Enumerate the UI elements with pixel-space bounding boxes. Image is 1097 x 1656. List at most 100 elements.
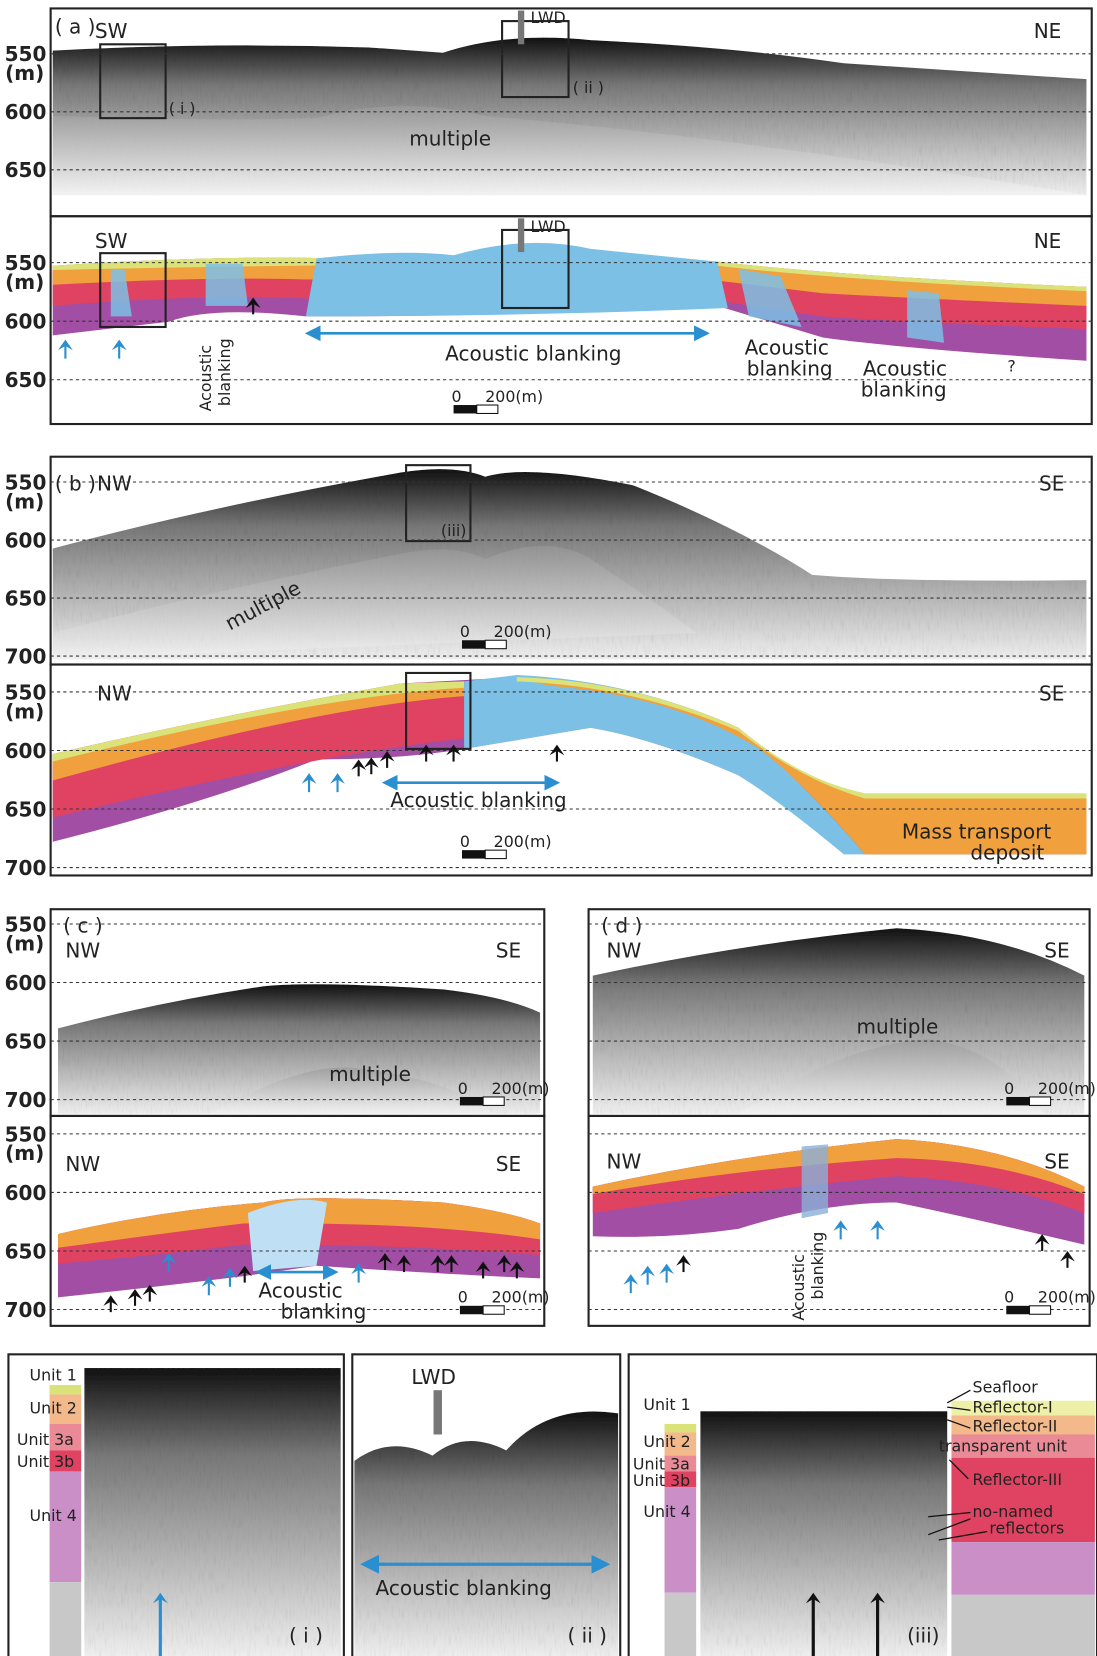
reflector-label: transparent unit [939,1436,1067,1455]
scale-label: 200(m) [1038,1079,1096,1098]
arrow [1035,1234,1050,1251]
annotation: blanking [215,338,234,406]
scale-label: 0 [1004,1288,1014,1307]
seismic-image [700,1411,947,1656]
annotation: blanking [808,1232,827,1300]
arrow [623,1274,638,1293]
direction-label: SE [1044,939,1069,963]
annotation: Acoustic [196,345,215,411]
depth-tick-label: 600 [5,100,47,124]
depth-unit: (m) [5,270,44,294]
blanking-zone [802,1144,828,1218]
blanking-zone [306,243,728,317]
arrow [58,340,73,359]
scale-label: 0 [460,622,470,641]
scale-label: 0 [458,1288,468,1307]
scale-bar [1029,1097,1050,1105]
lwd-label: LWD [531,217,566,236]
panel-label: ( a ) [55,15,96,39]
reflector-label: Reflector-III [973,1470,1062,1489]
annotation: deposit [970,841,1044,865]
scale-bar [460,1306,483,1314]
reflector-label: Reflector-II [973,1416,1058,1435]
panel-label: ( c ) [63,913,102,937]
direction-label: NW [607,939,642,963]
depth-tick-label: 600 [5,1181,47,1205]
depth-tick-label: 650 [5,1239,47,1263]
direction-label: NE [1034,229,1062,253]
unit-label: Unit 3b [17,1452,74,1471]
depth-tick-label: 700 [5,1088,47,1112]
unit-label: Unit 2 [643,1432,690,1451]
arrow [870,1220,885,1239]
lwd-label: LWD [411,1365,456,1389]
panel-label: ( i ) [289,1623,323,1647]
scale-label: 0 [458,1079,468,1098]
panel-label: ( ii ) [567,1623,607,1647]
arrow [659,1264,674,1283]
multiple-label: multiple [409,127,491,151]
direction-label: SW [95,229,128,253]
direction-label: NW [97,681,132,705]
scale-label: 200(m) [492,1288,550,1307]
depth-tick-label: 650 [5,368,47,392]
scale-label: 200(m) [494,622,552,641]
unit-label: Unit 2 [30,1398,77,1417]
scale-bar [1006,1306,1029,1314]
depth-tick-label: 650 [5,1029,47,1053]
direction-label: NE [1034,19,1062,43]
scale-bar [483,1097,504,1105]
scale-bar [454,405,477,413]
arrow [364,757,379,774]
scale-label: 200(m) [494,832,552,851]
depth-unit: (m) [5,931,44,955]
scale-label: 0 [451,387,461,406]
annotation: Acoustic blanking [376,1576,552,1600]
arrow [330,773,345,792]
arrow [128,1289,143,1306]
scale-bar [1006,1097,1029,1105]
depth-tick-label: 650 [5,797,47,821]
reflector-label: Seafloor [973,1377,1039,1396]
seismic-image [354,1411,618,1656]
multiple-label: multiple [329,1062,411,1086]
arrow [676,1255,691,1272]
unit-strip [665,1593,697,1656]
direction-label: NW [607,1150,642,1174]
scale-bar [460,1097,483,1105]
arrow [112,340,127,359]
unit-label: Unit 4 [30,1506,77,1525]
reflector-label: Reflector-I [973,1397,1053,1416]
arrow [833,1220,848,1239]
lwd-site [518,11,524,45]
scale-label: 200(m) [485,387,543,406]
scale-label: 200(m) [1038,1288,1096,1307]
depth-unit: (m) [5,1141,44,1165]
arrow [351,759,366,776]
depth-unit: (m) [5,61,44,85]
scale-bar [483,1306,504,1314]
blanking-zone [248,1200,327,1271]
arrow [640,1266,655,1285]
depth-tick-label: 600 [5,971,47,995]
depth-tick-label: 600 [5,310,47,334]
seismic-image [84,1368,340,1656]
depth-tick-label: 700 [5,644,47,668]
arrow [550,745,565,762]
depth-tick-label: 600 [5,528,47,552]
annotation: blanking [747,357,833,381]
lwd-label: LWD [531,8,566,27]
unit-label: Unit 4 [643,1502,690,1521]
annotation: blanking [281,1299,367,1323]
scale-bar [477,405,498,413]
reflector-label: reflectors [989,1519,1064,1538]
multiple-label: multiple [857,1015,939,1039]
box-label: ( ii ) [573,78,604,97]
unit-strip [665,1424,697,1432]
direction-label: SE [1044,1150,1069,1174]
box-label: ( i ) [169,99,196,118]
depth-unit: (m) [5,699,44,723]
annotation: Acoustic blanking [445,342,621,366]
scale-bar [462,640,485,648]
annotation: Acoustic blanking [390,788,566,812]
